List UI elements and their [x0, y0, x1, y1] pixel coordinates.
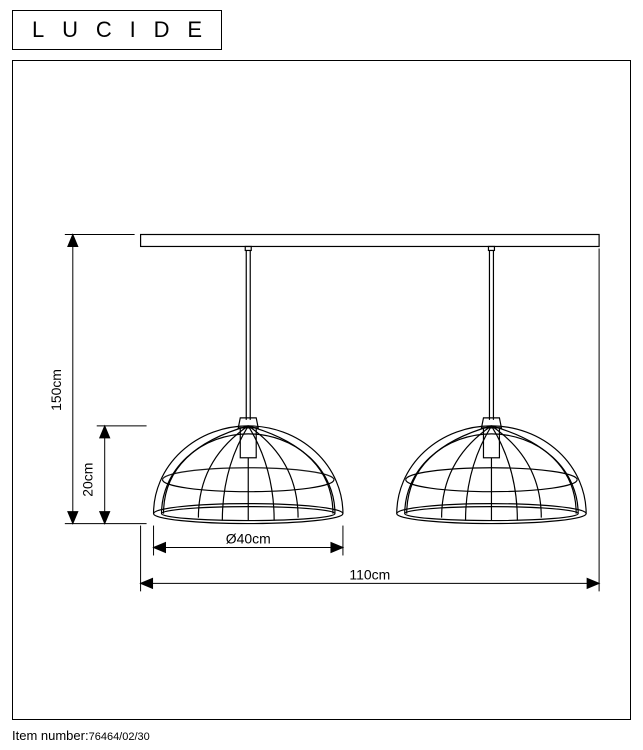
logo-letter: U [62, 17, 78, 43]
logo-letter: I [130, 17, 136, 43]
logo-letter: E [187, 17, 202, 43]
logo-letter: D [154, 17, 170, 43]
item-number-line: Item number:76464/02/30 [12, 728, 150, 743]
item-number-label: Item number: [12, 728, 89, 743]
dim-shade-height: 20cm [80, 463, 96, 497]
item-number-value: 76464/02/30 [89, 731, 150, 743]
page-root: L U C I D E [0, 0, 643, 750]
dim-total-height: 150cm [48, 369, 64, 411]
logo-letter: L [32, 17, 44, 43]
drawing-frame: 150cm 20cm Ø40cm 110cm [12, 60, 631, 720]
dim-shade-diameter: Ø40cm [226, 531, 271, 547]
technical-drawing: 150cm 20cm Ø40cm 110cm [13, 61, 630, 719]
dim-bar-width: 110cm [349, 566, 390, 582]
logo-letter: C [96, 17, 112, 43]
brand-logo: L U C I D E [12, 10, 222, 50]
